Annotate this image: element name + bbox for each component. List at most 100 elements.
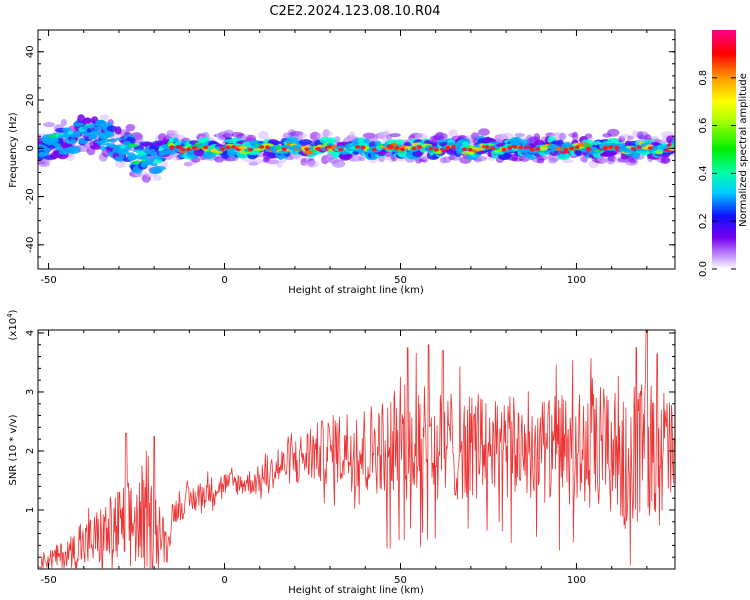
snr-panel: -50 0 50 100 1 2 3 4 Height of straight line (k… [6, 309, 676, 596]
heatmap-cell [60, 118, 67, 127]
heatmap-cell [325, 137, 337, 144]
heatmap-cell [435, 150, 443, 155]
heatmap-peak [169, 145, 175, 149]
colorbar-tick-label: 0.8 [698, 70, 709, 86]
snr-scale-label: (x104) [6, 309, 19, 340]
heatmap-peak [467, 147, 473, 152]
heatmap-peak [445, 145, 451, 150]
snr-frame [37, 329, 676, 570]
snr-series-line [38, 330, 675, 569]
heatmap-peak [411, 146, 417, 151]
heatmap-peak [647, 146, 653, 150]
y-tick-label: 20 [25, 94, 36, 107]
heatmap-cell [51, 138, 59, 143]
colorbar-ticks: 0.0 0.2 0.4 0.6 0.8 [698, 70, 736, 277]
heatmap-peak [219, 147, 225, 151]
heatmap-cell [478, 128, 490, 136]
heatmap-peak [326, 145, 332, 149]
heatmap-cell [153, 165, 166, 171]
heatmap-cell [277, 150, 290, 155]
heatmap-peak [355, 145, 361, 149]
heatmap-peak [462, 147, 468, 151]
heatmap-peak [338, 147, 344, 152]
x-tick-label: 100 [567, 575, 586, 586]
y-tick-label: -40 [25, 237, 36, 253]
heatmap-cell [137, 136, 144, 144]
colorbar: 0.0 0.2 0.4 0.6 0.8 Normalized spectral ampl… [698, 30, 749, 277]
y-tick-label: -20 [25, 188, 36, 204]
heatmap-cell [144, 158, 156, 163]
figure-title: C2E2.2024.123.08.10.R04 [269, 4, 440, 19]
heatmap-cell [55, 146, 64, 151]
heatmap-cell [66, 145, 81, 154]
heatmap-peak [225, 145, 231, 150]
y-tick-label: 3 [25, 389, 36, 395]
colorbar-tick-label: 0.4 [698, 165, 709, 181]
heatmap-cell [148, 148, 156, 153]
heatmap-cell [137, 152, 148, 156]
heatmap-peak [563, 147, 569, 152]
heatmap-cell [69, 138, 76, 143]
heatmap-cell [671, 139, 675, 144]
heatmap-cell [83, 117, 92, 124]
heatmap-peak [231, 145, 237, 149]
heatmap-cell [627, 135, 634, 141]
heatmap-cell [83, 131, 90, 137]
heatmap-cell [258, 130, 269, 140]
heatmap-cell [448, 129, 458, 138]
heatmap-cell [331, 159, 346, 168]
heatmap-peak [574, 145, 580, 149]
heatmap-cell [99, 114, 110, 121]
heatmap-cell [103, 130, 112, 136]
heatmap-cell [559, 132, 567, 141]
heatmap-cell [306, 160, 320, 168]
spectrogram-xlabel: Height of straight line (km) [288, 285, 424, 296]
heatmap-cell [514, 132, 525, 138]
heatmap-peak [304, 147, 310, 151]
heatmap-cell [584, 143, 592, 148]
heatmap-peak [490, 146, 496, 150]
x-tick-label: -50 [40, 575, 56, 586]
heatmap-cell [276, 160, 283, 168]
heatmap-cell [115, 137, 124, 141]
heatmap-cell [61, 127, 71, 132]
heatmap-cell [670, 143, 675, 148]
heatmap-peak [248, 147, 254, 152]
heatmap-cell [357, 142, 369, 146]
heatmap-peak [203, 145, 209, 150]
heatmap-cell [153, 174, 162, 181]
heatmap-cell [45, 141, 54, 146]
heatmap-cell [622, 149, 635, 153]
heatmap-peak [450, 145, 456, 149]
heatmap-cell [38, 151, 50, 156]
x-tick-label: -50 [40, 275, 56, 286]
heatmap-cell [107, 138, 116, 143]
heatmap-peak [281, 147, 287, 151]
heatmap-peak [433, 147, 439, 152]
heatmap-cell [304, 150, 314, 155]
heatmap-peak [259, 145, 265, 149]
heatmap-cell [99, 135, 109, 140]
heatmap-cell [474, 147, 485, 151]
heatmap-cell [298, 133, 308, 139]
heatmap-cell [253, 158, 264, 164]
heatmap-cell [153, 158, 163, 164]
spectrogram-frame [37, 29, 676, 270]
heatmap-cell [132, 160, 141, 165]
spectrogram-ticks: -50 0 50 100 -40 -20 0 20 40 [25, 30, 675, 286]
x-tick-label: 100 [567, 275, 586, 286]
spectrogram-panel: -50 0 50 100 -40 -20 0 20 40 Height of straight … [8, 29, 676, 296]
heatmap-cell [125, 123, 136, 132]
heatmap-peak [518, 145, 524, 150]
heatmap-cell [159, 150, 169, 155]
heatmap-cell [43, 121, 56, 128]
heatmap-cell [322, 130, 333, 138]
heatmap-cell [38, 144, 46, 149]
heatmap-peak [501, 147, 507, 152]
spectrogram-heatmap [38, 114, 675, 183]
heatmap-peak [614, 145, 620, 150]
heatmap-peak [484, 145, 490, 149]
heatmap-cell [111, 145, 120, 149]
heatmap-cell [114, 126, 122, 135]
